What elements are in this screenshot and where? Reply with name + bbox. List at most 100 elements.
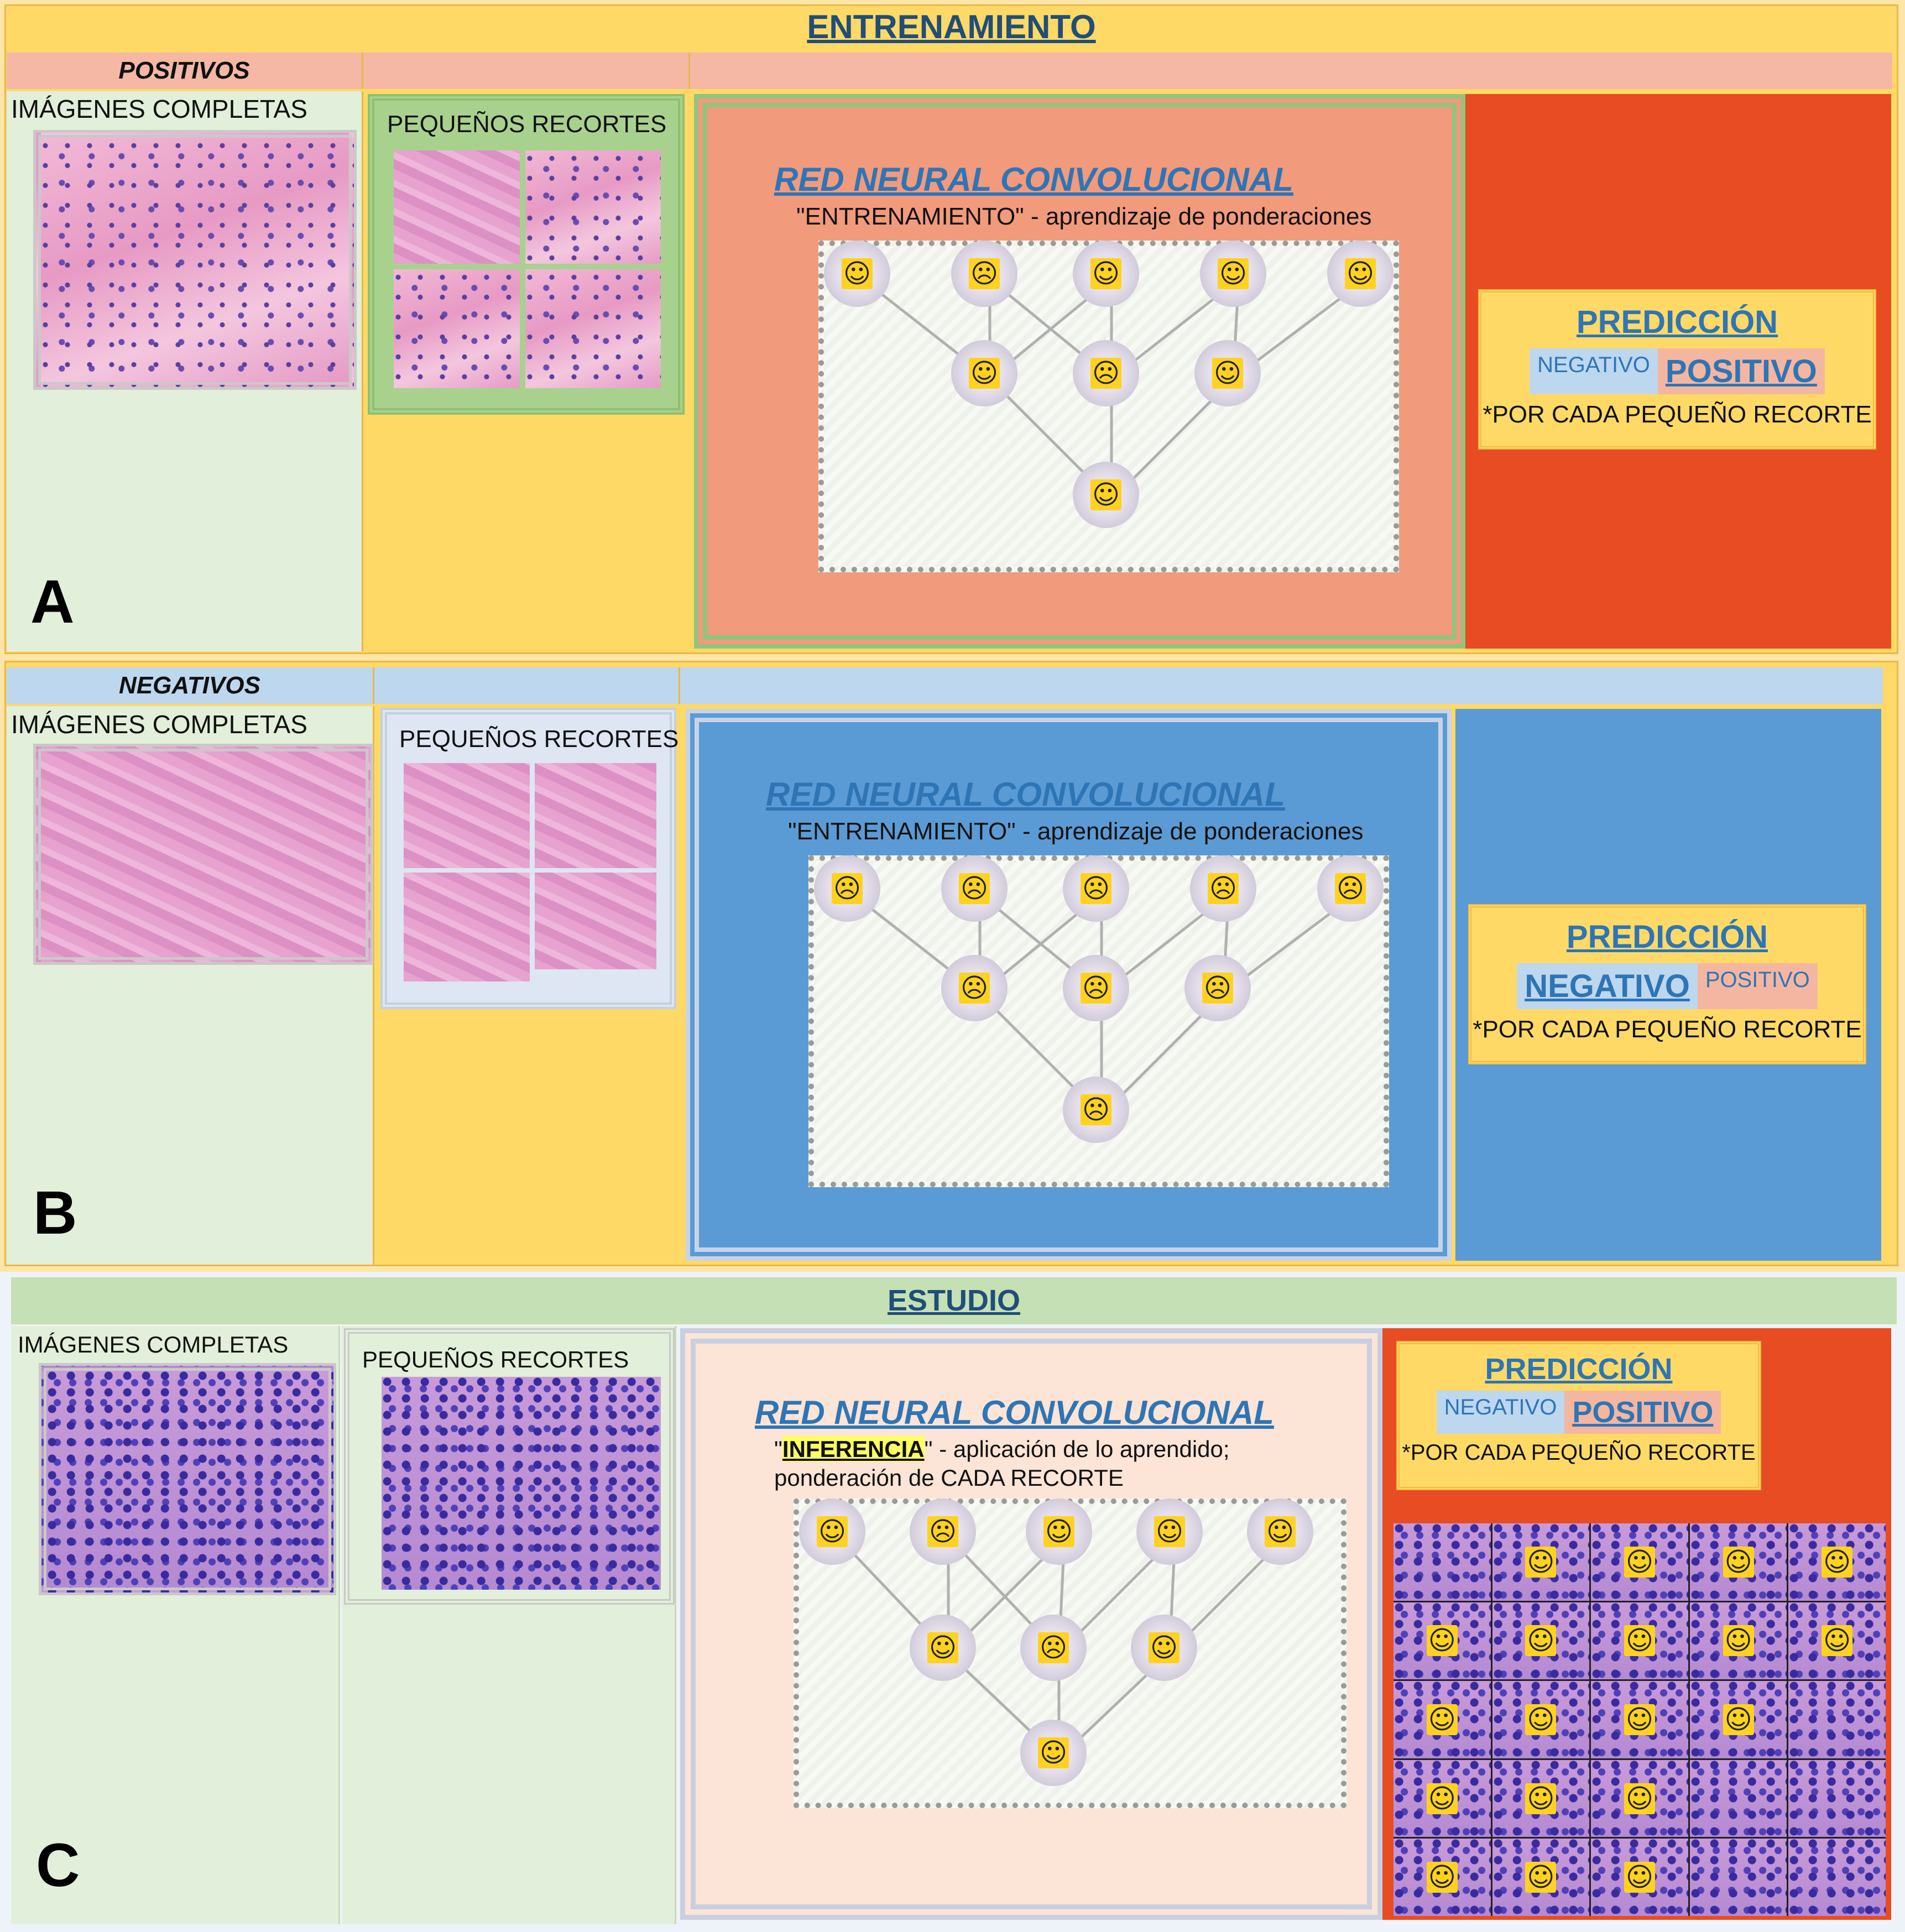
smiley-happy-icon: ☺ <box>1624 1625 1655 1657</box>
network-node: ☹ <box>1063 955 1129 1021</box>
network-node: ☹ <box>1184 955 1251 1021</box>
smiley-sad-icon: ☹ <box>1081 1094 1111 1125</box>
grid-crop-cell: ☺ <box>1689 1602 1787 1680</box>
panel-b-prediction-box: PREDICCIÓN NEGATIVO POSITIVO *POR CADA P… <box>1468 904 1866 1064</box>
network-node: ☹ <box>1020 1615 1087 1681</box>
network-node: ☹ <box>814 855 880 922</box>
smiley-sad-icon: ☹ <box>959 873 990 904</box>
panel-a-cnn-title: RED NEURAL CONVOLUCIONAL <box>774 161 1293 198</box>
network-node: ☺ <box>1200 241 1266 307</box>
network-node: ☺ <box>1247 1498 1313 1565</box>
smiley-happy-icon: ☺ <box>1525 1783 1557 1814</box>
panel-b-category-label: NEGATIVOS <box>7 667 374 704</box>
panel-a-cnn-text: RED NEURAL CONVOLUCIONAL "ENTRENAMIENTO"… <box>774 160 1371 231</box>
panel-b-prediction-options: NEGATIVO POSITIVO <box>1517 963 1818 1009</box>
smiley-happy-icon: ☺ <box>1154 1516 1185 1547</box>
panel-c-crops-label: PEQUEÑOS RECORTES <box>362 1346 629 1372</box>
smiley-happy-icon: ☺ <box>1090 479 1121 510</box>
smiley-happy-icon: ☺ <box>1624 1546 1655 1578</box>
panel-b-category-bar <box>7 667 1883 704</box>
grid-crop-cell: ☺ <box>1393 1839 1491 1916</box>
smiley-happy-icon: ☺ <box>1624 1862 1655 1893</box>
grid-crop-cell <box>1689 1839 1787 1916</box>
grid-crop-cell: ☺ <box>1591 1681 1688 1758</box>
panel-b-full-images-label: IMÁGENES COMPLETAS <box>11 710 307 739</box>
smiley-happy-icon: ☺ <box>1525 1625 1557 1657</box>
panel-a-crop-2 <box>525 150 661 264</box>
smiley-happy-icon: ☺ <box>1723 1704 1754 1735</box>
smiley-happy-icon: ☺ <box>1723 1546 1754 1578</box>
panel-a-network-nodes: ☺ ☹ ☺ ☺ ☺ ☺ ☹ ☺ ☺ <box>818 241 1399 572</box>
smiley-happy-icon: ☺ <box>1426 1783 1458 1814</box>
panel-c-cnn-subtitle: "INFERENCIA" - aplicación de lo aprendid… <box>774 1436 1274 1463</box>
smiley-happy-icon: ☺ <box>1149 1632 1179 1663</box>
grid-crop-cell: ☺ <box>1788 1523 1886 1601</box>
network-node: ☺ <box>1020 1720 1087 1786</box>
panel-b-crop-1 <box>404 763 530 868</box>
grid-crop-cell: ☺ <box>1591 1839 1688 1916</box>
grid-crop-cell <box>1393 1523 1491 1601</box>
panel-a-full-images-label: IMÁGENES COMPLETAS <box>11 95 307 123</box>
panel-a-prediction-title: PREDICCIÓN <box>1576 304 1778 340</box>
panel-c-prediction-note: *POR CADA PEQUEÑO RECORTE <box>1402 1440 1756 1465</box>
grid-crop-cell: ☺ <box>1591 1602 1688 1680</box>
grid-crop-cell: ☺ <box>1492 1681 1590 1758</box>
smiley-sad-icon: ☹ <box>1202 973 1233 1004</box>
smiley-happy-icon: ☺ <box>1265 1516 1296 1547</box>
smiley-happy-icon: ☺ <box>1212 358 1243 389</box>
panel-a-bar-divider <box>688 53 690 89</box>
smiley-happy-icon: ☺ <box>927 1632 958 1663</box>
smiley-happy-icon: ☺ <box>817 1516 848 1547</box>
smiley-sad-icon: ☹ <box>1208 873 1239 904</box>
network-node: ☹ <box>1063 855 1129 922</box>
panel-c-crop-prediction-grid: ☺ ☺ ☺ ☺ ☺ ☺ ☺ ☺ ☺ ☺ ☺ ☺ ☺ ☺ ☺ ☺ ☺ ☺ ☺ <box>1393 1523 1886 1916</box>
panel-a-letter: A <box>30 568 75 636</box>
panel-a-prediction-box: PREDICCIÓN NEGATIVO POSITIVO *POR CADA P… <box>1478 289 1876 450</box>
smiley-sad-icon: ☹ <box>927 1516 958 1547</box>
panel-b-network-nodes: ☹ ☹ ☹ ☹ ☹ ☹ ☹ ☹ ☹ <box>808 855 1389 1187</box>
panel-c-prediction-title: PREDICCIÓN <box>1485 1353 1673 1386</box>
smiley-happy-icon: ☺ <box>1525 1862 1557 1893</box>
panel-a-crops-label: PEQUEÑOS RECORTES <box>387 111 667 138</box>
grid-crop-cell: ☺ <box>1492 1602 1590 1680</box>
smiley-happy-icon: ☺ <box>1525 1546 1557 1578</box>
panel-a-crop-1 <box>394 150 520 264</box>
panel-b-cnn-subtitle: "ENTRENAMIENTO" - aprendizaje de pondera… <box>788 818 1364 845</box>
panel-c-inference-keyword: INFERENCIA <box>782 1436 925 1462</box>
panel-c-subtitle-rest: " - aplicación de lo aprendido; <box>924 1436 1230 1462</box>
grid-crop-cell: ☺ <box>1591 1523 1688 1601</box>
panel-a-prediction-note: *POR CADA PEQUEÑO RECORTE <box>1483 401 1872 428</box>
panel-c-prediction-box: PREDICCIÓN NEGATIVO POSITIVO *POR CADA P… <box>1396 1341 1761 1490</box>
panel-c-full-images-label: IMÁGENES COMPLETAS <box>18 1331 289 1357</box>
panel-b-prediction-note: *POR CADA PEQUEÑO RECORTE <box>1473 1016 1862 1043</box>
network-node: ☺ <box>1073 241 1139 307</box>
panel-b-letter: B <box>33 1179 77 1247</box>
network-node: ☺ <box>910 1615 976 1681</box>
network-node: ☺ <box>1136 1498 1203 1565</box>
panel-a-category-bar <box>7 53 1892 89</box>
network-node: ☺ <box>1026 1498 1092 1565</box>
network-node: ☺ <box>799 1498 865 1565</box>
smiley-happy-icon: ☺ <box>1822 1546 1853 1578</box>
panel-a-category-label: POSITIVOS <box>7 53 363 89</box>
panel-b-negative-label: NEGATIVO <box>1517 963 1698 1009</box>
network-node: ☺ <box>1131 1615 1197 1681</box>
panel-a-crop-4 <box>525 269 661 388</box>
grid-crop-cell <box>1788 1759 1886 1837</box>
smiley-sad-icon: ☹ <box>969 258 1000 289</box>
panel-c-quote: " <box>774 1436 782 1462</box>
grid-crop-cell: ☺ <box>1492 1523 1590 1601</box>
network-node: ☹ <box>1073 340 1139 406</box>
panel-c-crop-image <box>382 1377 661 1590</box>
panel-c-full-image <box>39 1363 336 1595</box>
grid-crop-cell <box>1689 1759 1787 1837</box>
smiley-sad-icon: ☹ <box>1335 873 1366 904</box>
network-node: ☹ <box>910 1498 976 1565</box>
grid-crop-cell: ☺ <box>1492 1759 1590 1837</box>
network-node: ☹ <box>1190 855 1256 922</box>
panel-b-cnn-text: RED NEURAL CONVOLUCIONAL "ENTRENAMIENTO"… <box>766 775 1363 845</box>
panel-a-cnn-subtitle: "ENTRENAMIENTO" - aprendizaje de pondera… <box>796 203 1372 230</box>
panel-b-bar-divider <box>679 667 680 704</box>
network-node: ☺ <box>1073 462 1139 528</box>
panel-c-positive-label: POSITIVO <box>1564 1391 1721 1434</box>
